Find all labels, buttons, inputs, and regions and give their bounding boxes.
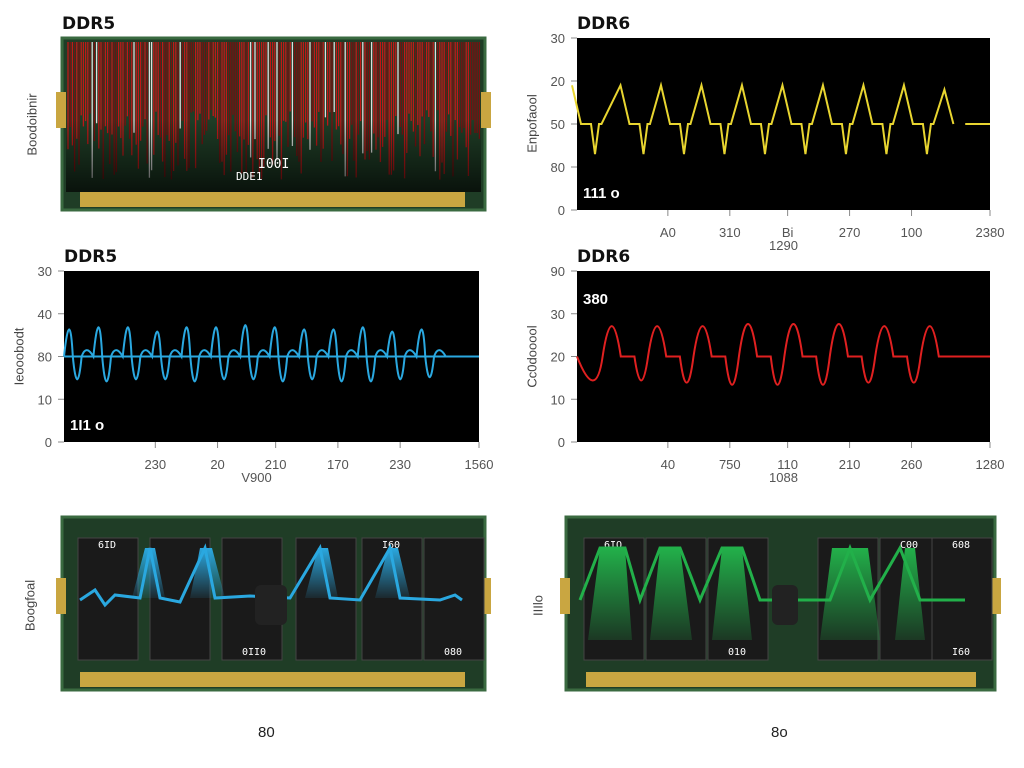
y-tick-label: 80 bbox=[38, 350, 52, 365]
gold-contacts bbox=[80, 192, 465, 207]
chip-label: 6ID bbox=[98, 540, 116, 551]
x-tick-label: 170 bbox=[327, 457, 349, 472]
chart-title: DDR6 bbox=[577, 14, 631, 34]
chip-label: 080 bbox=[444, 647, 462, 658]
y-tick-label: 0 bbox=[558, 435, 565, 450]
blue-waveform bbox=[79, 543, 463, 608]
y-tick-label: 30 bbox=[551, 307, 565, 322]
module-caption: 80 bbox=[258, 724, 275, 741]
y-tick-label: 90 bbox=[551, 264, 565, 279]
green-waveform bbox=[578, 543, 965, 605]
x-tick-label: 310 bbox=[719, 225, 741, 240]
side-notch-left bbox=[56, 92, 66, 128]
chart-annotation: 1I1 o bbox=[70, 417, 104, 434]
module-mark: I00I bbox=[258, 157, 289, 172]
x-tick-label: 230 bbox=[144, 457, 166, 472]
x-tick-label: 210 bbox=[265, 457, 287, 472]
center-component bbox=[255, 585, 287, 625]
x-tick-label: 210 bbox=[839, 457, 861, 472]
chip-label: I60 bbox=[952, 647, 970, 658]
center-component bbox=[772, 585, 798, 625]
y-tick-label: 10 bbox=[551, 392, 565, 407]
x-tick-label: 260 bbox=[901, 457, 923, 472]
chart-title: DDR5 bbox=[64, 247, 118, 267]
series-line bbox=[571, 81, 990, 155]
x-tick-label: 100 bbox=[901, 225, 923, 240]
x-tick-label: 270 bbox=[839, 225, 861, 240]
x-axis-label: V900 bbox=[241, 470, 272, 485]
ddr5-module-top: DDE1 I00I bbox=[56, 36, 491, 212]
chip-label: 608 bbox=[952, 540, 970, 551]
chart-title: DDR6 bbox=[577, 247, 631, 267]
y-tick-label: 20 bbox=[551, 350, 565, 365]
y-tick-label: 20 bbox=[551, 74, 565, 89]
chip-label: C00 bbox=[900, 540, 918, 551]
y-tick-label: 30 bbox=[38, 264, 52, 279]
memory-chip bbox=[77, 537, 139, 661]
gold-contacts bbox=[586, 672, 976, 687]
x-tick-label: 40 bbox=[661, 457, 675, 472]
x-tick-label: 2380 bbox=[976, 225, 1005, 240]
ddr6-module-bottom: 6IO 010 C00 I60 608 bbox=[560, 515, 1001, 692]
side-notch-right bbox=[481, 92, 491, 128]
gold-contacts bbox=[80, 672, 465, 687]
module-caption: 8o bbox=[771, 724, 788, 741]
series-line bbox=[63, 324, 479, 383]
series-line bbox=[576, 322, 990, 386]
chip-label: I60 bbox=[382, 540, 400, 551]
x-tick-label: 230 bbox=[389, 457, 411, 472]
x-tick-label: 750 bbox=[719, 457, 741, 472]
x-tick-label: 1560 bbox=[465, 457, 494, 472]
y-tick-label: 10 bbox=[38, 392, 52, 407]
x-tick-label: 110 bbox=[777, 457, 798, 472]
x-tick-label: 1280 bbox=[976, 457, 1005, 472]
x-tick-label: Bi bbox=[782, 225, 794, 240]
module-mark: DDE1 bbox=[236, 170, 263, 183]
x-axis-label: 1290 bbox=[769, 238, 798, 253]
y-tick-label: 0 bbox=[45, 435, 52, 450]
y-tick-label: 80 bbox=[551, 160, 565, 175]
ddr5-module-bottom: 6ID 0II0 I60 080 bbox=[56, 515, 491, 692]
y-tick-label: 50 bbox=[551, 117, 565, 132]
shadow-overlay bbox=[66, 120, 481, 192]
x-tick-label: 20 bbox=[210, 457, 224, 472]
chip-label: 010 bbox=[728, 647, 746, 658]
chart-annotation: 380 bbox=[583, 291, 608, 308]
chart-annotation: 111 o bbox=[583, 185, 620, 202]
chip-label: 6IO bbox=[604, 540, 622, 551]
x-tick-label: A0 bbox=[660, 225, 676, 240]
y-tick-label: 30 bbox=[551, 31, 565, 46]
y-tick-label: 40 bbox=[38, 307, 52, 322]
chip-label: 0II0 bbox=[242, 647, 266, 658]
x-axis-label: 1088 bbox=[769, 470, 798, 485]
module-title-ddr5: DDR5 bbox=[62, 14, 116, 34]
blue-waveform-fill bbox=[132, 548, 410, 598]
y-tick-label: 0 bbox=[558, 203, 565, 218]
